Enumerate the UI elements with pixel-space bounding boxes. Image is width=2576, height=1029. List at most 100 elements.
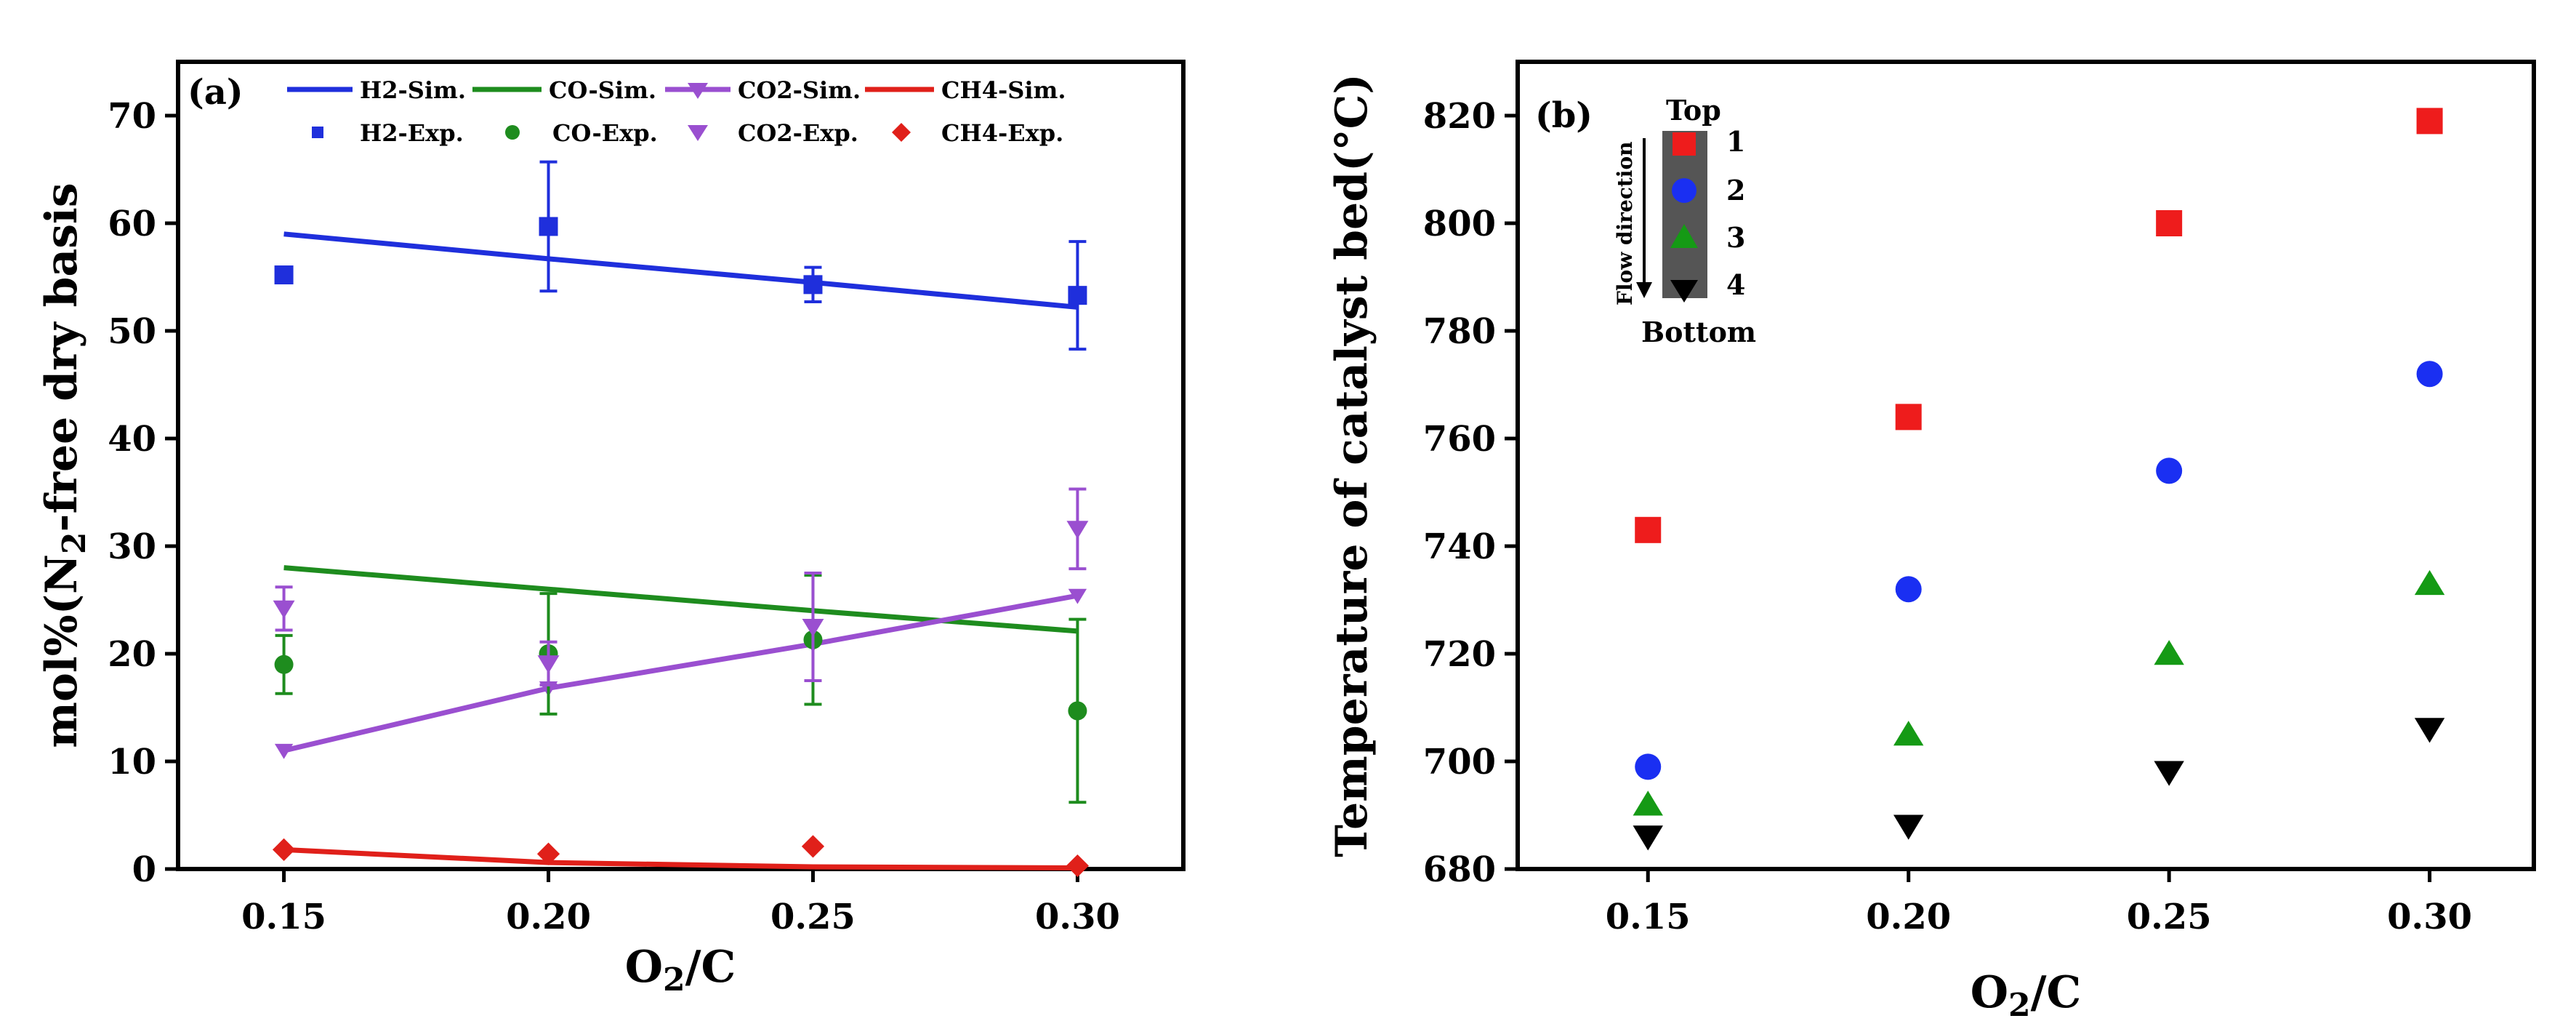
panel-b-y-tick-label: 780 bbox=[1423, 311, 1496, 352]
position-2-point bbox=[2156, 457, 2183, 484]
series-line-CH4 bbox=[283, 846, 1078, 871]
position-4-point bbox=[2154, 761, 2184, 786]
position-1-point bbox=[1635, 516, 1662, 543]
panel-a-y-tick-label: 70 bbox=[108, 96, 156, 137]
inset-pos4-marker bbox=[1670, 280, 1698, 303]
legend-co2-exp-label: CO2-Exp. bbox=[738, 119, 858, 147]
panel-a-y-tick-label: 40 bbox=[108, 419, 156, 460]
panel-a-legend: H2-Sim. CO-Sim. CO2-Sim. CH4-Sim. H2-Exp… bbox=[287, 76, 1066, 147]
inset-pos2-marker bbox=[1672, 178, 1696, 203]
panel-b-y-axis-title: Temperature of catalyst bed(°C) bbox=[1327, 73, 1377, 857]
panel-a-axes: 0.15 0.20 0.25 0.30 0 10 20 30 40 50 60 70 bbox=[108, 96, 1120, 937]
flow-arrow-head bbox=[1636, 282, 1652, 298]
panel-b-y-tick-label: 800 bbox=[1423, 204, 1496, 244]
panel-b-x-tick-label: 0.25 bbox=[2127, 897, 2212, 937]
exp-point-H2 bbox=[274, 265, 294, 285]
exp-point-H2 bbox=[803, 275, 823, 295]
exp-point-H2 bbox=[1068, 286, 1087, 305]
legend-h2-sim-label: H2-Sim. bbox=[360, 76, 466, 104]
legend-co2-exp-marker bbox=[688, 125, 708, 141]
reactor-inset: Top 1 2 3 4 Flow direction Bottom bbox=[1613, 94, 1756, 348]
inset-pos2-label: 2 bbox=[1726, 174, 1745, 207]
panel-b-y-tick-label: 720 bbox=[1423, 634, 1496, 675]
position-3-point bbox=[1633, 790, 1663, 816]
sim-point-CO2 bbox=[274, 743, 294, 759]
panel-b-x-tick-label: 0.30 bbox=[2387, 897, 2472, 937]
legend-co2-sim-label: CO2-Sim. bbox=[738, 76, 861, 104]
position-3-point bbox=[2154, 640, 2184, 665]
panel-b-y-tick-label: 680 bbox=[1423, 849, 1496, 890]
legend-ch4-sim-label: CH4-Sim. bbox=[941, 76, 1066, 104]
exp-point-CO2 bbox=[537, 655, 560, 673]
inset-pos1-label: 1 bbox=[1726, 125, 1745, 158]
inset-pos3-label: 3 bbox=[1726, 221, 1745, 254]
panel-a-y-tick-label: 30 bbox=[108, 526, 156, 567]
legend-ch4-exp-marker bbox=[892, 123, 911, 142]
panel-a-x-tick-label: 0.25 bbox=[770, 897, 856, 937]
panel-a-x-axis-title: O2/C bbox=[625, 942, 736, 998]
panel-b-x-tick-label: 0.15 bbox=[1606, 897, 1691, 937]
panel-a-y-tick-label: 60 bbox=[108, 204, 156, 244]
legend-co2-sim-marker bbox=[688, 83, 708, 99]
position-2-point bbox=[2416, 361, 2443, 388]
panel-b-axes: 0.15 0.20 0.25 0.30 680 700 720 740 760 780 800 820 bbox=[1423, 96, 2472, 937]
series-line-CO2 bbox=[283, 593, 1079, 753]
panel-b-x-axis-title: O2/C bbox=[1971, 967, 2082, 1024]
inset-pos4-label: 4 bbox=[1726, 268, 1745, 301]
exp-point-CH4 bbox=[801, 835, 825, 858]
exp-point-CH4 bbox=[536, 842, 560, 865]
panel-a-label: (a) bbox=[188, 72, 243, 113]
legend-co-sim-label: CO-Sim. bbox=[549, 76, 656, 104]
panel-b-y-tick-label: 760 bbox=[1423, 419, 1496, 460]
panel-b-series bbox=[1633, 108, 2445, 851]
position-4-point bbox=[1633, 825, 1663, 851]
position-1-point bbox=[2156, 210, 2183, 236]
panel-a-y-tick-label: 20 bbox=[108, 634, 156, 675]
panel-a-y-tick-label: 50 bbox=[108, 311, 156, 352]
position-2-point bbox=[1895, 576, 1922, 603]
inset-pos1-marker bbox=[1673, 132, 1696, 156]
exp-point-CO2 bbox=[273, 600, 295, 619]
reactor-column bbox=[1662, 131, 1707, 298]
panel-a-y-tick-label: 0 bbox=[132, 849, 156, 890]
panel-a-y-axis-title: mol%(N2-free dry basis bbox=[36, 183, 93, 748]
exp-point-CO2 bbox=[1066, 521, 1089, 539]
legend-h2-exp-label: H2-Exp. bbox=[360, 119, 464, 147]
inset-pos3-marker bbox=[1670, 224, 1698, 248]
panel-b-y-tick-label: 700 bbox=[1423, 742, 1496, 782]
panel-a-x-tick-label: 0.20 bbox=[506, 897, 591, 937]
panel-a-series bbox=[272, 160, 1090, 878]
position-3-point bbox=[2414, 569, 2445, 596]
exp-point-H2 bbox=[539, 217, 558, 236]
panel-a-y-tick-label: 10 bbox=[108, 742, 156, 782]
position-1-point bbox=[1895, 404, 1922, 431]
panel-a-chart: (a) H2-Sim. CO-Sim. CO2-Sim. CH4-Sim. H2… bbox=[36, 60, 1186, 998]
exp-point-CH4 bbox=[1066, 854, 1090, 878]
panel-a-plot-area bbox=[176, 60, 1186, 871]
panel-b-y-tick-label: 740 bbox=[1423, 526, 1496, 567]
sim-point-CO2 bbox=[1068, 588, 1087, 604]
exp-point-CO bbox=[1068, 701, 1087, 721]
inset-top-label: Top bbox=[1666, 94, 1721, 127]
inset-bottom-label: Bottom bbox=[1641, 316, 1756, 348]
series-line-H2 bbox=[283, 231, 1078, 310]
legend-h2-exp-marker bbox=[312, 127, 323, 138]
panel-a-x-tick-label: 0.30 bbox=[1035, 897, 1120, 937]
legend-co-exp-label: CO-Exp. bbox=[552, 119, 658, 147]
legend-ch4-exp-label: CH4-Exp. bbox=[941, 119, 1063, 147]
panel-a-x-tick-label: 0.15 bbox=[241, 897, 326, 937]
panel-b-label: (b) bbox=[1535, 95, 1593, 136]
position-3-point bbox=[1893, 721, 1924, 746]
exp-point-CO2 bbox=[802, 618, 824, 637]
panel-b-y-tick-label: 820 bbox=[1423, 96, 1496, 137]
position-1-point bbox=[2416, 108, 2443, 135]
panel-b-plot-area bbox=[1516, 60, 2536, 871]
inset-flow-label: Flow direction bbox=[1613, 142, 1637, 305]
exp-point-CO bbox=[274, 654, 294, 674]
legend-co-exp-marker bbox=[505, 125, 520, 140]
panel-b-x-tick-label: 0.20 bbox=[1866, 897, 1951, 937]
position-4-point bbox=[1893, 814, 1924, 840]
series-line-CO bbox=[283, 565, 1078, 634]
exp-point-CH4 bbox=[272, 838, 296, 861]
